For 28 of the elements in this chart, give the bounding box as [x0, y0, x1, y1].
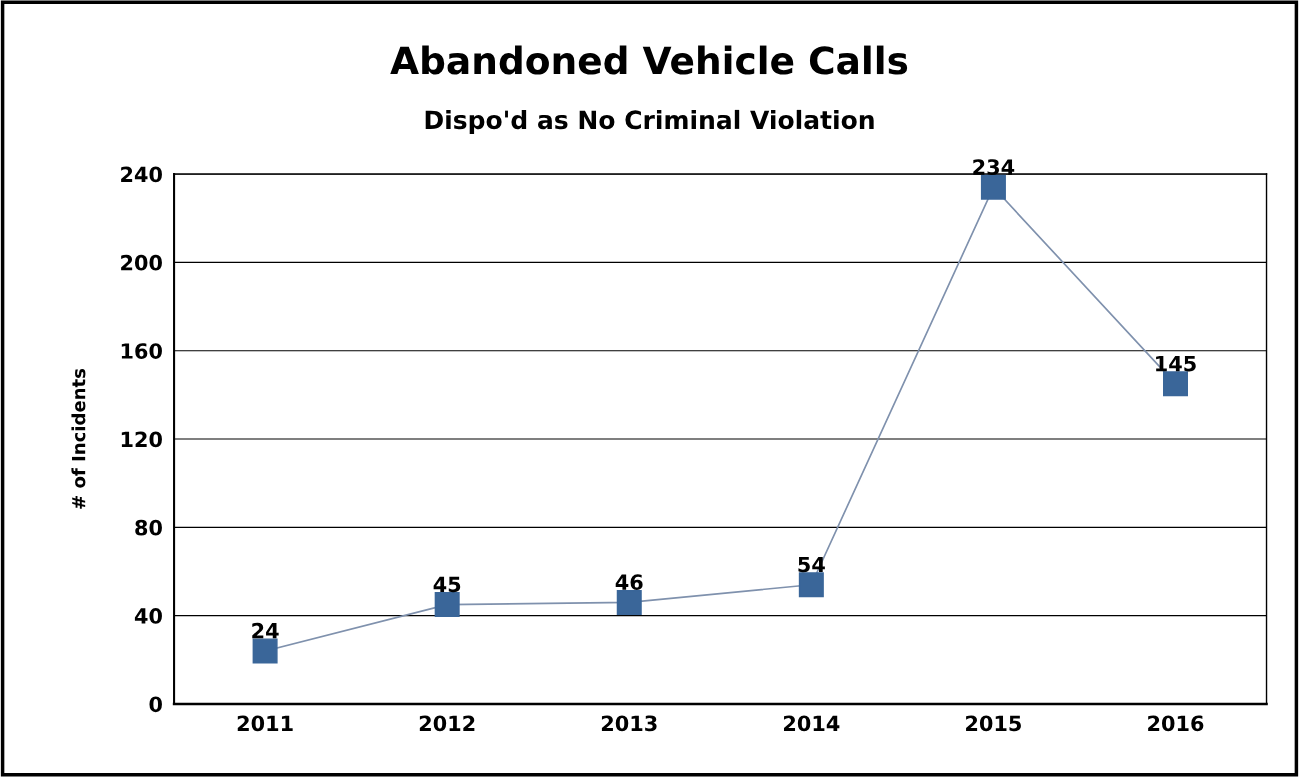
- x-tick-label: 2015: [966, 715, 1021, 732]
- point: [980, 174, 1006, 200]
- y-axis-title: # of Incidents: [71, 368, 86, 509]
- chart-title: Abandoned Vehicle Calls: [390, 45, 908, 75]
- x-tick-label: 2013: [601, 715, 657, 732]
- x-tick-label: 2012: [419, 715, 475, 732]
- y-tick-label: 40: [134, 608, 162, 624]
- x-tick-label: 2011: [237, 715, 293, 732]
- chart-subtitle: Dispo'd as No Criminal Violation: [425, 109, 874, 135]
- y-tick-label: 160: [121, 343, 162, 359]
- point: [1162, 371, 1188, 397]
- data-label: 54: [798, 556, 825, 573]
- data-label: 234: [973, 159, 1015, 175]
- x-tick-label: 2016: [1148, 715, 1204, 732]
- y-tick-label: 200: [121, 254, 162, 271]
- data-label: 145: [1156, 355, 1196, 372]
- point: [616, 589, 642, 615]
- point: [434, 592, 460, 618]
- y-tick-label: 240: [121, 166, 162, 183]
- x-tick-label: 2014: [783, 715, 840, 732]
- point: [252, 638, 278, 664]
- data-label: 24: [252, 622, 279, 639]
- y-tick-label: 80: [135, 519, 162, 536]
- data-label: 46: [615, 574, 643, 591]
- point: [798, 572, 824, 598]
- y-tick-label: 120: [121, 431, 162, 448]
- data-label: 45: [433, 576, 461, 593]
- y-tick-label: 0: [149, 696, 162, 713]
